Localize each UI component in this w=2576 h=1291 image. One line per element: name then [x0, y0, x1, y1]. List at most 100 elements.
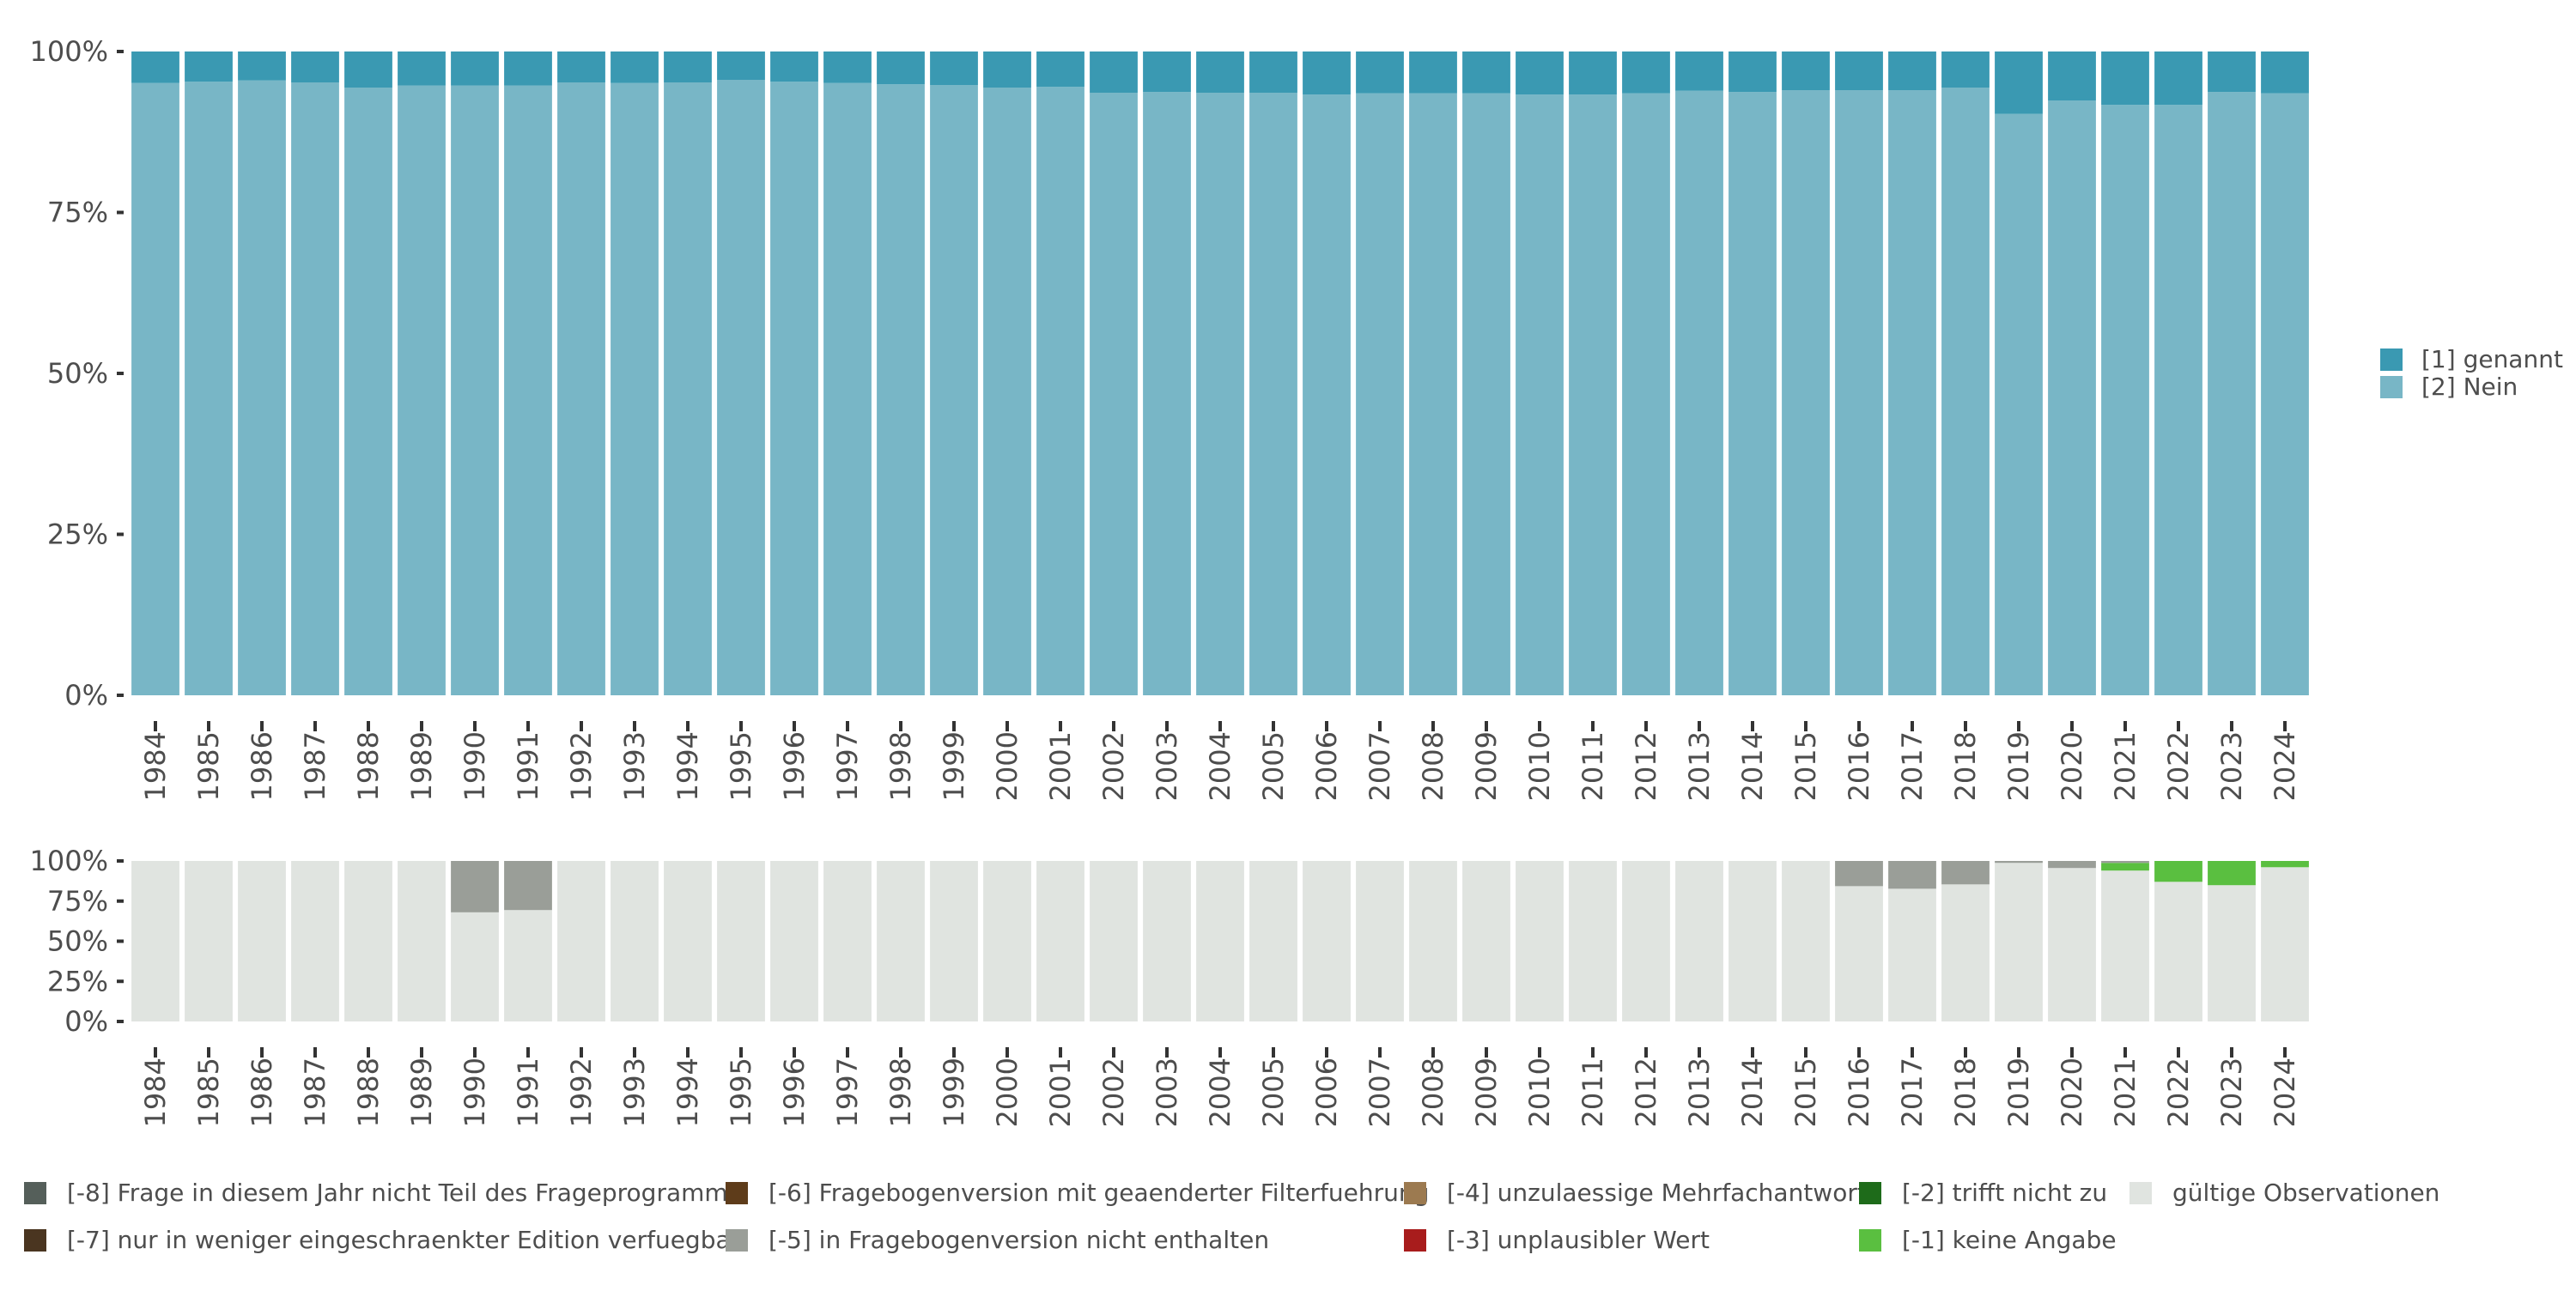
x-tick	[1325, 721, 1328, 731]
x-tick	[580, 1047, 583, 1058]
legend-swatch	[2380, 349, 2403, 371]
bar-1-keine-angabe-2022	[2154, 861, 2202, 882]
x-tick-label: 2009	[1470, 1058, 1503, 1127]
x-tick	[2283, 1047, 2287, 1058]
bar-1-genannt-1998	[877, 52, 925, 85]
bar-5-in-fragebogenversion-nicht-enthalten-2020	[2048, 861, 2096, 869]
bar-1-genannt-2006	[1303, 52, 1351, 95]
x-tick-label: 2004	[1204, 1058, 1236, 1127]
x-tick-label: 2000	[991, 731, 1024, 801]
x-tick	[1431, 721, 1435, 731]
x-tick	[367, 721, 370, 731]
x-tick	[207, 1047, 210, 1058]
x-tick	[580, 721, 583, 731]
x-tick-label: 1994	[671, 731, 704, 801]
x-tick-label: 2014	[1736, 1058, 1769, 1127]
x-tick	[793, 721, 796, 731]
y-tick	[117, 859, 124, 863]
x-tick	[1378, 1047, 1382, 1058]
x-tick-label: 1992	[565, 1058, 598, 1127]
x-tick-label: 1998	[884, 731, 917, 801]
bar-5-in-fragebogenversion-nicht-enthalten-1991	[504, 861, 552, 911]
bar-1-genannt-2013	[1675, 52, 1723, 91]
x-tick-label: 1987	[299, 1058, 331, 1127]
bar-g-ltige-observationen-1999	[930, 861, 978, 1021]
legend-label: [-2] trifft nicht zu	[1902, 1179, 2107, 1207]
bar-1-keine-angabe-2023	[2208, 861, 2256, 886]
x-tick-label: 2020	[2056, 731, 2088, 801]
x-tick	[1751, 721, 1754, 731]
x-tick	[1591, 1047, 1595, 1058]
bar-5-in-fragebogenversion-nicht-enthalten-1990	[451, 861, 499, 912]
bar-2-nein-2017	[1888, 90, 1936, 695]
x-tick	[367, 1047, 370, 1058]
x-tick	[1485, 721, 1488, 731]
x-tick-label: 1988	[352, 731, 385, 801]
bar-1-genannt-2017	[1888, 52, 1936, 90]
bar-2-nein-1990	[451, 85, 499, 695]
y-tick-label: 50%	[47, 925, 108, 958]
bar-g-ltige-observationen-2002	[1090, 861, 1138, 1021]
x-tick	[952, 721, 956, 731]
x-tick	[1485, 1047, 1488, 1058]
x-tick-label: 1986	[246, 1058, 278, 1127]
bar-g-ltige-observationen-2012	[1622, 861, 1670, 1021]
legend-label: [-6] Fragebogenversion mit geaenderter F…	[769, 1179, 1429, 1207]
x-tick	[260, 721, 264, 731]
x-tick	[1112, 721, 1115, 731]
legend-swatch	[2129, 1182, 2152, 1204]
legend-swatch	[2380, 376, 2403, 398]
y-tick	[117, 1020, 124, 1023]
x-tick	[1218, 721, 1222, 731]
x-tick	[2123, 1047, 2127, 1058]
bar-1-genannt-1993	[611, 52, 659, 83]
x-tick	[1538, 721, 1541, 731]
bar-2-nein-1989	[398, 85, 446, 695]
x-tick	[1911, 1047, 1914, 1058]
bar-2-nein-2014	[1728, 92, 1777, 695]
bar-g-ltige-observationen-1992	[557, 861, 605, 1021]
bar-2-nein-1986	[238, 80, 286, 695]
x-tick-label: 1984	[139, 731, 172, 801]
x-tick-label: 2011	[1577, 1058, 1609, 1127]
bar-5-in-fragebogenversion-nicht-enthalten-2016	[1835, 861, 1883, 887]
bar-2-nein-2000	[983, 88, 1031, 695]
x-tick-label: 2005	[1257, 1058, 1290, 1127]
x-tick	[2017, 721, 2020, 731]
bar-g-ltige-observationen-2011	[1569, 861, 1617, 1021]
x-tick	[1378, 721, 1382, 731]
x-tick-label: 1994	[671, 1058, 704, 1127]
x-tick	[2017, 1047, 2020, 1058]
bar-g-ltige-observationen-2010	[1516, 861, 1564, 1021]
legend-label: [-7] nur in weniger eingeschraenkter Edi…	[67, 1226, 741, 1254]
x-tick	[1591, 721, 1595, 731]
x-tick-label: 2024	[2269, 731, 2301, 801]
x-tick	[1751, 1047, 1754, 1058]
x-tick	[1911, 721, 1914, 731]
bar-1-genannt-2020	[2048, 52, 2096, 100]
x-tick	[1538, 1047, 1541, 1058]
bar-2-nein-2016	[1835, 90, 1883, 695]
x-tick-label: 2002	[1097, 1058, 1130, 1127]
x-tick-label: 1995	[725, 1058, 757, 1127]
bar-1-genannt-2015	[1782, 52, 1830, 90]
bar-g-ltige-observationen-2009	[1462, 861, 1510, 1021]
x-tick	[526, 721, 530, 731]
bar-g-ltige-observationen-1984	[131, 861, 179, 1021]
x-tick	[686, 1047, 690, 1058]
bar-2-nein-2004	[1196, 93, 1244, 695]
x-tick	[2070, 1047, 2074, 1058]
bar-2-nein-2002	[1090, 93, 1138, 695]
x-tick-label: 2012	[1630, 731, 1662, 801]
bar-1-genannt-2003	[1143, 52, 1191, 93]
x-tick-label: 2006	[1310, 1058, 1343, 1127]
x-tick	[2123, 721, 2127, 731]
y-tick	[117, 50, 124, 53]
bar-1-genannt-2023	[2208, 52, 2256, 93]
legend-swatch	[726, 1229, 748, 1252]
bar-g-ltige-observationen-2014	[1728, 861, 1777, 1021]
x-tick-label: 2006	[1310, 731, 1343, 801]
bar-2-nein-2003	[1143, 92, 1191, 695]
x-tick-label: 2023	[2215, 1058, 2248, 1127]
x-tick-label: 1997	[831, 1058, 864, 1127]
